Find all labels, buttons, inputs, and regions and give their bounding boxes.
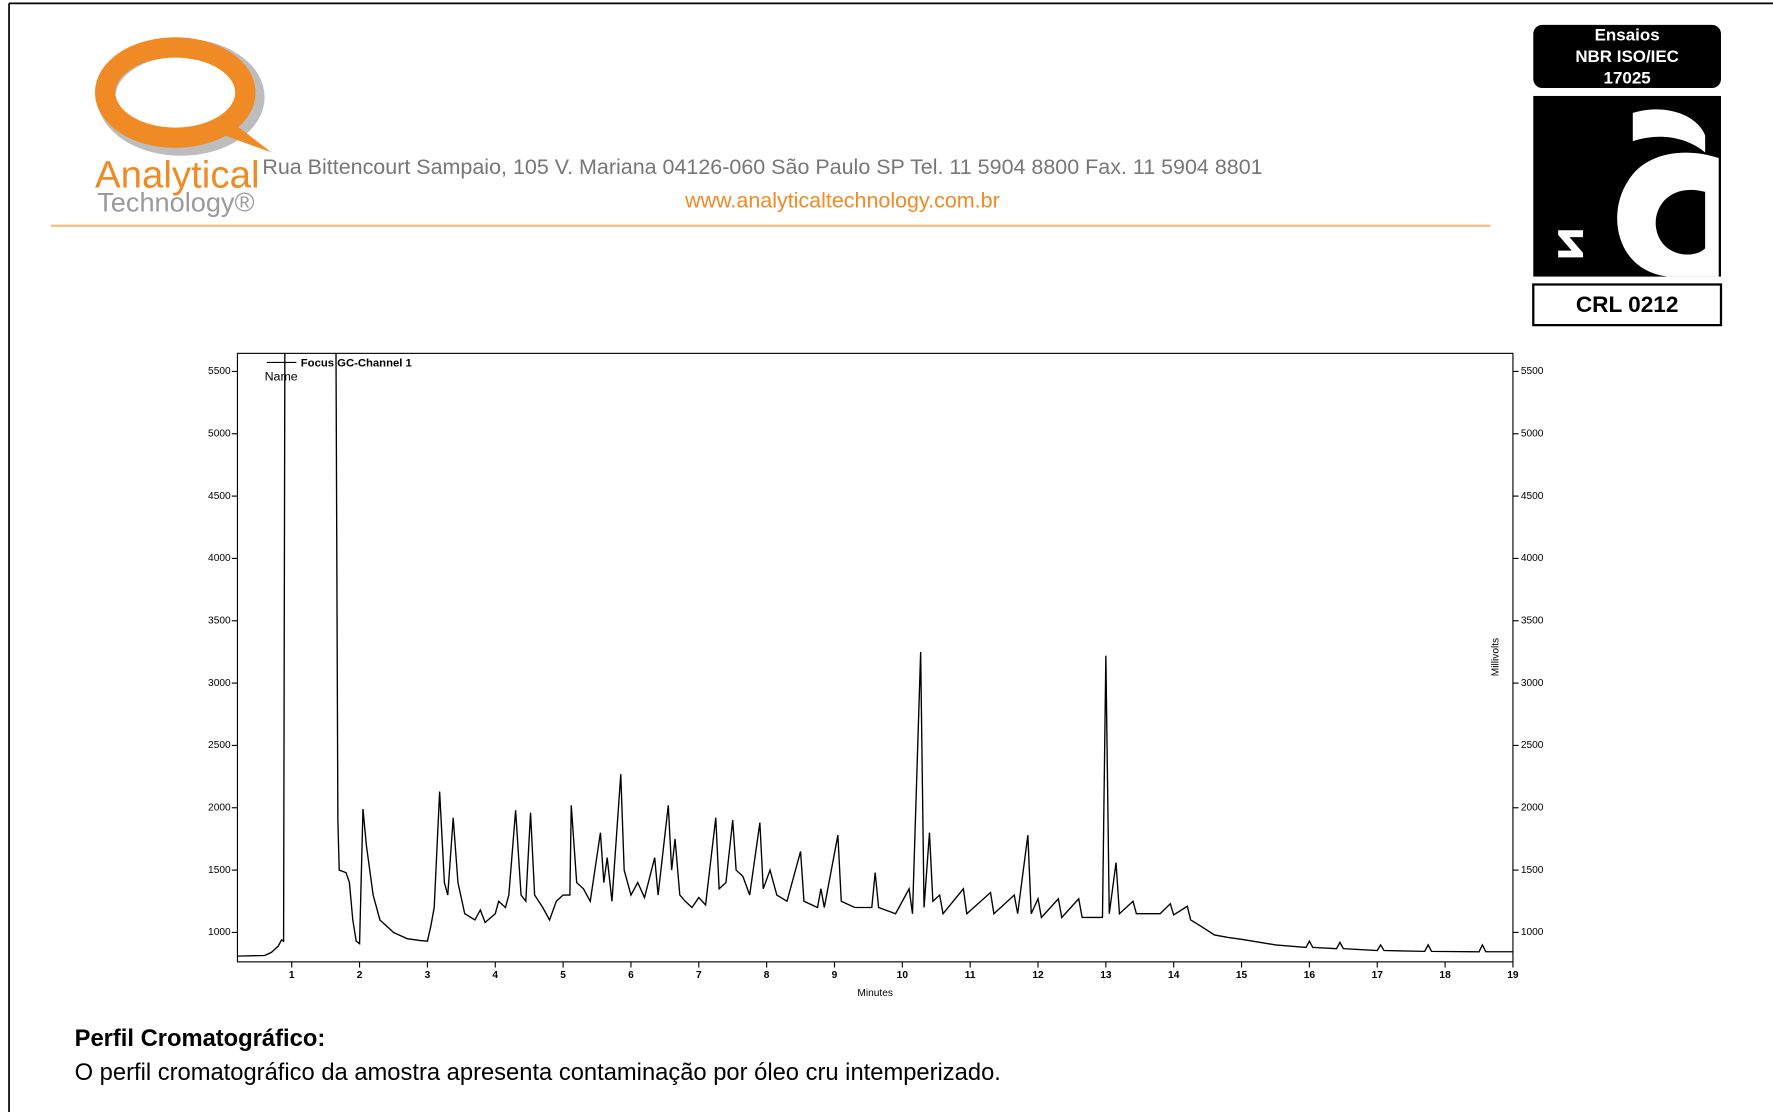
badge-line1: Ensaios — [1595, 26, 1660, 45]
x-tick-label: 1 — [289, 970, 295, 981]
x-tick-label: 13 — [1100, 970, 1112, 981]
x-tick-label: 16 — [1304, 970, 1316, 981]
y-tick-label: 5500 — [208, 366, 231, 377]
y-tick-label: 1000 — [208, 927, 231, 938]
y2-tick-label: 3000 — [1521, 678, 1544, 689]
legend-entry: Focus GC-Channel 1 — [301, 358, 412, 370]
y-tick-label: 3000 — [208, 678, 231, 689]
x-tick-label: 11 — [965, 970, 976, 981]
y-tick-label: 1500 — [208, 865, 231, 876]
legend-label: Name — [265, 369, 298, 383]
y-tick-label: 2500 — [208, 740, 231, 751]
x-tick-label: 9 — [832, 970, 838, 981]
y2-tick-label: 4000 — [1521, 553, 1544, 564]
section-heading: Perfil Cromatográfico: — [75, 1026, 326, 1052]
y2-tick-label: 3500 — [1521, 615, 1544, 626]
website: www.analyticaltechnology.com.br — [684, 189, 1000, 213]
y2-tick-label: 5000 — [1521, 428, 1544, 439]
y-tick-label: 5000 — [208, 428, 231, 439]
x-tick-label: 14 — [1168, 970, 1180, 981]
y2-tick-label: 4500 — [1521, 491, 1544, 502]
x-tick-label: 2 — [357, 970, 363, 981]
y-tick-label: 4000 — [208, 553, 231, 564]
y-axis-label: Millivolts — [1491, 638, 1502, 676]
x-tick-label: 12 — [1032, 970, 1044, 981]
plot-frame — [236, 352, 1514, 963]
x-tick-label: 3 — [425, 970, 431, 981]
y2-tick-label: 1500 — [1521, 865, 1544, 876]
x-tick-label: 5 — [560, 970, 566, 981]
badge-code: CRL 0212 — [1576, 292, 1679, 317]
x-tick-label: 17 — [1372, 970, 1384, 981]
y2-tick-label: 2000 — [1521, 802, 1544, 813]
y-tick-label: 2000 — [208, 802, 231, 813]
logo-line1: Analytical — [95, 153, 260, 196]
x-tick-label: 10 — [897, 970, 909, 981]
x-tick-label: 15 — [1236, 970, 1248, 981]
logo-icon — [94, 37, 272, 156]
badge-line2: NBR ISO/IEC — [1575, 47, 1679, 66]
x-tick-label: 18 — [1439, 970, 1451, 981]
address: Rua Bittencourt Sampaio, 105 V. Mariana … — [262, 155, 1262, 179]
x-tick-label: 8 — [764, 970, 770, 981]
accreditation-badge — [1532, 24, 1723, 327]
chromatogram-line — [237, 353, 1513, 957]
x-tick-label: 4 — [492, 970, 498, 981]
badge-line3: 17025 — [1604, 69, 1651, 88]
x-tick-label: 19 — [1507, 970, 1519, 981]
y2-tick-label: 1000 — [1521, 927, 1544, 938]
logo-line2: Technology® — [97, 187, 254, 218]
y2-tick-label: 2500 — [1521, 740, 1544, 751]
x-axis-label: Minutes — [857, 988, 893, 999]
x-tick-label: 7 — [696, 970, 702, 981]
y-tick-label: 4500 — [208, 491, 231, 502]
x-tick-label: 6 — [628, 970, 634, 981]
y2-tick-label: 5500 — [1521, 366, 1544, 377]
section-text: O perfil cromatográfico da amostra apres… — [75, 1060, 1001, 1086]
y-tick-label: 3500 — [208, 615, 231, 626]
